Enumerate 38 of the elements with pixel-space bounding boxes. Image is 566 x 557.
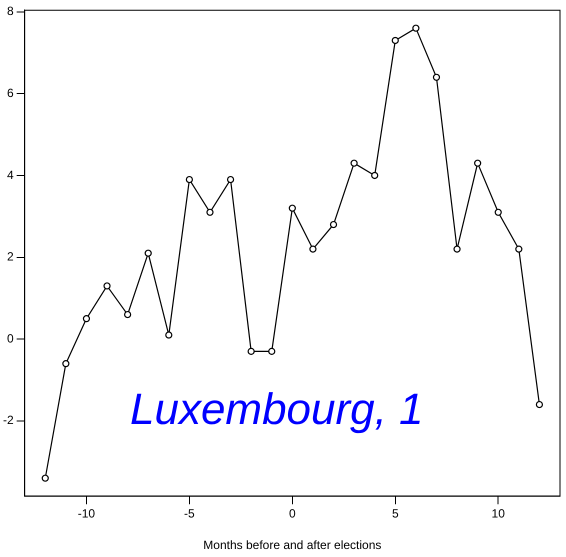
point [392,36,399,44]
point [474,160,482,167]
y-tick-label: 6 [6,86,14,100]
y-tick-label: 2 [6,250,14,264]
point [515,246,522,253]
point [124,310,132,318]
point [453,246,461,253]
x-tick-label: 5 [392,506,399,521]
point [536,400,544,408]
y-tick-label: 0 [6,331,14,346]
point [82,315,90,322]
point [103,282,111,290]
x-tick-label: -10 [78,506,96,521]
y-tick-label: 4 [6,168,14,182]
point [494,208,502,216]
x-axis-title: Months before and after elections [203,538,382,552]
point [144,250,152,257]
point [206,208,214,216]
y-tick-label: 8 [6,4,14,18]
point [42,474,49,482]
point [371,172,378,180]
point [432,74,440,81]
point [226,176,234,184]
point [309,246,317,253]
x-tick-label: -5 [184,506,196,521]
point [165,331,172,339]
point [268,348,276,355]
x-tick-label: 10 [492,506,506,521]
point [186,176,193,184]
point [288,204,296,212]
point [350,160,358,167]
point [330,220,338,228]
point [62,360,70,368]
point [248,348,255,355]
annotation: Luxembourg, 1 [130,385,424,434]
point [412,24,420,32]
x-tick-label: 0 [288,506,296,521]
y-tick-label: -2 [3,413,14,428]
